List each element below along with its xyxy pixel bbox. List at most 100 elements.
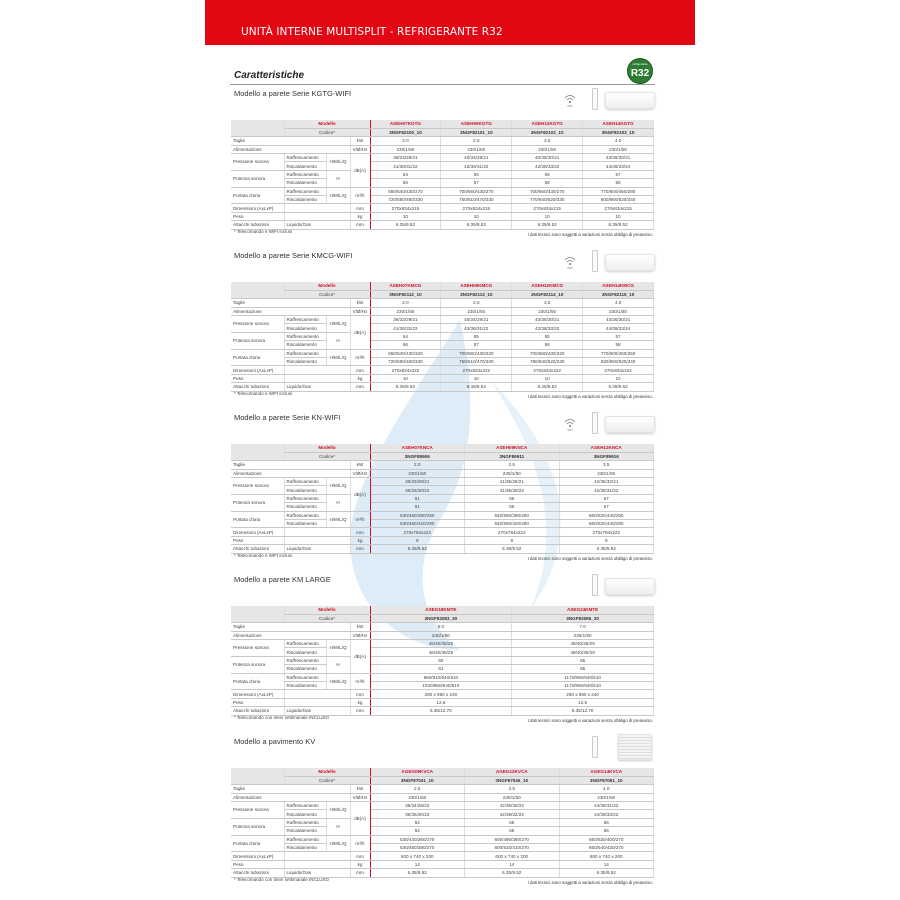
table-row: Taglie kW 2.0 2.5 3.5 4.0 — [231, 298, 654, 308]
table-cell: 58 — [582, 340, 654, 350]
table-cell: 4.0 — [582, 298, 654, 308]
table-cell: 230/1/50 — [582, 307, 654, 317]
row-label: Dimensioni (AxLxP) — [231, 365, 285, 375]
row-label: Attacchi tubazioni — [231, 706, 285, 716]
table-cell: 5.0 — [370, 622, 513, 632]
table-cell: 9 — [559, 536, 654, 546]
mode-label: Riscaldamento — [284, 681, 327, 691]
table-cell: ASEH12KMCG — [511, 282, 584, 291]
table-row: Attacchi tubazioni Liquido/Gas mm 6.35/12.7… — [231, 706, 654, 716]
row-label: Pressione sonora — [231, 639, 285, 657]
unit-cell: dB(A) — [350, 639, 371, 674]
table-cell: 270x834x222 — [370, 365, 442, 375]
mode-label: Riscaldamento — [284, 826, 327, 836]
table-cell: 3NGF89906 — [370, 452, 465, 462]
table-cell: 7.0 — [511, 622, 654, 632]
table-row: Peso kg 10 10 10 10 — [231, 212, 654, 222]
table-cell: 42/38/33/22 — [511, 323, 584, 333]
mode-label: Raffrescamento — [284, 349, 327, 359]
table-row: Alimentazione V/Ø/Hz 230/1/50 230/1/50 230/1… — [231, 793, 654, 803]
table-cell: 230/1/50 — [440, 307, 513, 317]
table-cell: 600 x 740 x 200 — [559, 851, 654, 861]
table-cell: 2.0 — [370, 460, 465, 470]
disclaimer: I dati tecnici sono soggetti a variazion… — [527, 232, 653, 237]
speed-label: H — [326, 818, 351, 836]
unit-cell: kg — [350, 374, 371, 384]
speed-label: H/M/L/Q — [326, 315, 351, 333]
spec-table: Modello AGEG09KVCA AGEG12KVCA AGEG14KVCA Cod… — [231, 768, 654, 878]
table-cell: 230/1/50 — [511, 631, 654, 641]
row-label: Attacchi tubazioni — [231, 382, 285, 392]
table-cell: 3NGF89911 — [464, 452, 560, 462]
table-row: Alimentazione V/Ø/Hz 230/1/50 230/1/50 230/1… — [231, 469, 654, 479]
blank-cell — [284, 365, 351, 375]
table-cell: 1170/850/640/510 — [511, 681, 654, 691]
table-cell: 3NGF82083_20 — [370, 614, 513, 624]
table-cell: 57 — [440, 178, 513, 188]
table-cell: 660/520/440/250 — [559, 511, 654, 521]
row-label: Taglie — [231, 460, 351, 470]
codice-header: Codice* — [284, 128, 371, 138]
row-label: Attacchi tubazioni — [231, 544, 285, 554]
table-cell: 2.0 — [370, 136, 442, 146]
spec-table: Modello ASEH07KNCA ASEH09KNCA ASEH12KNCA Cod… — [231, 444, 654, 554]
table-cell: 3NGF87041_10 — [370, 776, 465, 786]
unit-cell: kW — [350, 622, 371, 632]
table-row: Dimensioni (AxLxP) mm 280 x 980 x 240 280 x… — [231, 689, 654, 699]
table-cell: 10 — [370, 212, 442, 222]
table-cell: 12.5 — [511, 698, 654, 708]
table-cell: 6.35/9.52 — [464, 868, 560, 878]
unit-cell: kW — [350, 298, 371, 308]
row-label: Dimensioni (AxLxP) — [231, 689, 285, 699]
table-cell: 57 — [559, 494, 654, 504]
table-cell: ASEH14KGTG — [582, 120, 654, 129]
table-cell: 56 — [370, 340, 442, 350]
mode-label: Raffrescamento — [284, 494, 327, 504]
table-cell: 230/1/50 — [464, 793, 560, 803]
table-row: Potenza sonora Raffrescamento H 60 65 — [231, 656, 654, 674]
svg-text:WIFI: WIFI — [567, 267, 573, 270]
table-cell: 6.35/9.52 — [511, 220, 584, 230]
table-row: Modello ASEH07KNCA ASEH09KNCA ASEH12KNCA — [231, 444, 654, 462]
table-cell: 780/640/520/330 — [511, 357, 584, 367]
product-section: Modello a parete Serie KN-WIFI WIFI Modell… — [230, 410, 655, 572]
mode-label: Raffrescamento — [284, 673, 327, 683]
table-cell: AGEG12KVCA — [464, 768, 560, 777]
table-cell: 270x784x222 — [559, 527, 654, 537]
table-cell: 59 — [582, 178, 654, 188]
table-cell: 720/580/460/330 — [370, 195, 442, 205]
speed-label: H/M/L/Q — [326, 477, 351, 495]
table-cell: 3NGF87051_10 — [559, 776, 654, 786]
unit-cell: kg — [350, 536, 371, 546]
table-cell: 49/40/35/29 — [511, 639, 654, 649]
row-label: Dimensioni (AxLxP) — [231, 203, 285, 213]
table-cell: 38/33/29/21 — [370, 315, 442, 325]
unit-cell: m³/h — [350, 349, 371, 367]
row-label: Portata d'aria — [231, 187, 285, 205]
page-title: UNITÀ INTERNE MULTISPLIT - REFRIGERANTE … — [241, 26, 503, 38]
table-cell: 770/600/450/280 — [582, 187, 654, 197]
unit-cell: V/Ø/Hz — [350, 307, 371, 317]
disclaimer: I dati tecnici sono soggetti a variazion… — [527, 556, 653, 561]
section-heading: Caratteristiche — [234, 70, 305, 81]
row-label: Pressione sonora — [231, 315, 285, 333]
product-section: Modello a pavimento KV Modello AGEG09KVCA A… — [230, 734, 655, 896]
unit-cell: kW — [350, 784, 371, 794]
table-cell: 660/520/440/280 — [559, 519, 654, 529]
table-cell: 6.35/9.52 — [582, 382, 654, 392]
table-cell: 42/38/32/22 — [464, 809, 560, 819]
table-row: Riscaldamento 41/36/31/22 42/36/31/22 42/38… — [231, 161, 654, 171]
table-cell: 9 — [464, 536, 560, 546]
table-cell: 52 — [370, 826, 465, 836]
table-cell: 6.35/9.52 — [440, 382, 513, 392]
table-row: Taglie kW 2.5 3.5 4.0 — [231, 784, 654, 794]
table-cell: 44/39/33/24 — [582, 161, 654, 171]
unit-cell: dB(A) — [350, 315, 371, 350]
mode-label: Liquido/Gas — [284, 382, 351, 392]
table-cell: 10 — [582, 374, 654, 384]
table-cell: 9 — [370, 536, 465, 546]
wifi-icon: WIFI — [563, 92, 577, 108]
mode-label: Liquido/Gas — [284, 220, 351, 230]
table-cell: 6.35/9.52 — [370, 220, 442, 230]
table-cell: 51 — [370, 494, 465, 504]
